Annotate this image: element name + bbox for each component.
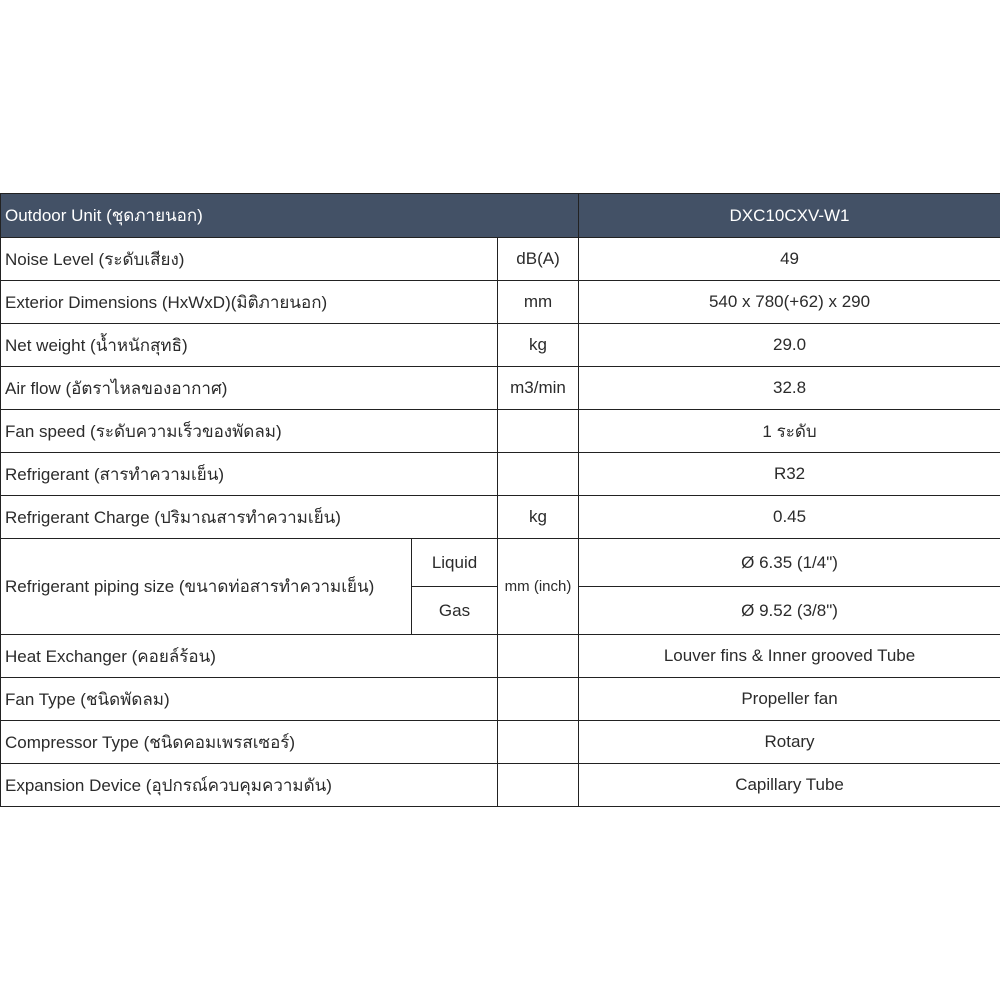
- row-label: Air flow (อัตราไหลของอากาศ): [0, 366, 498, 410]
- header-model: DXC10CXV-W1: [578, 193, 1000, 238]
- row-unit: dB(A): [496, 237, 580, 281]
- table-row: Net weight (น้ำหนักสุทธิ) kg 29.0: [0, 323, 1000, 367]
- row-unit: m3/min: [496, 366, 580, 410]
- row-unit: [496, 677, 580, 721]
- row-unit: [496, 452, 580, 496]
- row-unit: [496, 763, 580, 807]
- row-value: R32: [578, 452, 1000, 496]
- row-value: Propeller fan: [578, 677, 1000, 721]
- row-unit: mm: [496, 280, 580, 324]
- gas-label: Gas: [411, 586, 498, 635]
- row-label: Net weight (น้ำหนักสุทธิ): [0, 323, 498, 367]
- row-label: Fan Type (ชนิดพัดลม): [0, 677, 498, 721]
- row-value: 29.0: [578, 323, 1000, 367]
- table-row: Heat Exchanger (คอยล์ร้อน) Louver fins &…: [0, 634, 1000, 678]
- table-row: Compressor Type (ชนิดคอมเพรสเซอร์) Rotar…: [0, 720, 1000, 764]
- row-value: Louver fins & Inner grooved Tube: [578, 634, 1000, 678]
- row-value: 1 ระดับ: [578, 409, 1000, 453]
- table-row: Expansion Device (อุปกรณ์ควบคุมความดัน) …: [0, 763, 1000, 807]
- row-label: Expansion Device (อุปกรณ์ควบคุมความดัน): [0, 763, 498, 807]
- row-unit: [496, 634, 580, 678]
- table-row: Exterior Dimensions (HxWxD)(มิติภายนอก) …: [0, 280, 1000, 324]
- table-row: Fan Type (ชนิดพัดลม) Propeller fan: [0, 677, 1000, 721]
- gas-value: Ø 9.52 (3/8"): [578, 586, 1000, 635]
- row-label: Compressor Type (ชนิดคอมเพรสเซอร์): [0, 720, 498, 764]
- table-row: Refrigerant Charge (ปริมาณสารทำความเย็น)…: [0, 495, 1000, 539]
- row-value: 32.8: [578, 366, 1000, 410]
- row-unit: kg: [496, 323, 580, 367]
- row-label: Fan speed (ระดับความเร็วของพัดลม): [0, 409, 498, 453]
- table-row-piping-liquid: Refrigerant piping size (ขนาดท่อสารทำควา…: [0, 538, 1000, 635]
- row-label: Exterior Dimensions (HxWxD)(มิติภายนอก): [0, 280, 498, 324]
- row-value: 49: [578, 237, 1000, 281]
- header-title: Outdoor Unit (ชุดภายนอก): [0, 193, 580, 238]
- table-row-piping-gas: Gas Ø 9.52 (3/8"): [1, 586, 1000, 635]
- row-label: Heat Exchanger (คอยล์ร้อน): [0, 634, 498, 678]
- liquid-value: Ø 6.35 (1/4"): [578, 538, 1000, 587]
- row-value: 540 x 780(+62) x 290: [578, 280, 1000, 324]
- table-row: Fan speed (ระดับความเร็วของพัดลม) 1 ระดั…: [0, 409, 1000, 453]
- row-unit: [496, 409, 580, 453]
- table-row: Noise Level (ระดับเสียง) dB(A) 49: [0, 237, 1000, 281]
- row-label: Noise Level (ระดับเสียง): [0, 237, 498, 281]
- row-label: Refrigerant (สารทำความเย็น): [0, 452, 498, 496]
- table-header-row: Outdoor Unit (ชุดภายนอก) DXC10CXV-W1: [0, 193, 1000, 238]
- row-value: Rotary: [578, 720, 1000, 764]
- piping-unit: mm (inch): [496, 538, 580, 635]
- row-unit: [496, 720, 580, 764]
- table-row: Air flow (อัตราไหลของอากาศ) m3/min 32.8: [0, 366, 1000, 410]
- row-value: 0.45: [578, 495, 1000, 539]
- row-value: Capillary Tube: [578, 763, 1000, 807]
- spec-table: Outdoor Unit (ชุดภายนอก) DXC10CXV-W1 Noi…: [0, 193, 1000, 807]
- row-unit: kg: [496, 495, 580, 539]
- piping-label: Refrigerant piping size (ขนาดท่อสารทำควา…: [0, 538, 412, 635]
- row-label: Refrigerant Charge (ปริมาณสารทำความเย็น): [0, 495, 498, 539]
- table-row: Refrigerant (สารทำความเย็น) R32: [0, 452, 1000, 496]
- liquid-label: Liquid: [411, 538, 498, 587]
